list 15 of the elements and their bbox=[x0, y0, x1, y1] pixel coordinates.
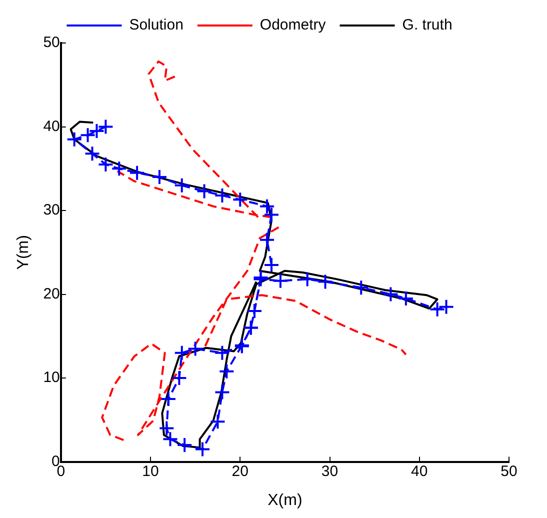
legend-label: G. truth bbox=[402, 16, 452, 34]
x-axis-title: X(m) bbox=[268, 492, 302, 509]
y-tick-label: 30 bbox=[43, 202, 60, 219]
legend-label: Solution bbox=[129, 16, 184, 34]
y-tick-label: 40 bbox=[43, 118, 60, 135]
y-tick-label: 50 bbox=[43, 34, 60, 52]
legend-label: Odometry bbox=[260, 16, 326, 34]
x-tick-label: 10 bbox=[142, 462, 159, 480]
y-tick-label: 20 bbox=[43, 285, 60, 302]
x-tick-label: 40 bbox=[411, 462, 428, 480]
y-tick-label: 10 bbox=[43, 369, 60, 386]
x-tick-label: 30 bbox=[321, 462, 338, 480]
y-axis-title: Y(m) bbox=[15, 235, 32, 270]
x-tick-label: 50 bbox=[500, 462, 518, 480]
x-tick-label: 20 bbox=[232, 462, 248, 480]
